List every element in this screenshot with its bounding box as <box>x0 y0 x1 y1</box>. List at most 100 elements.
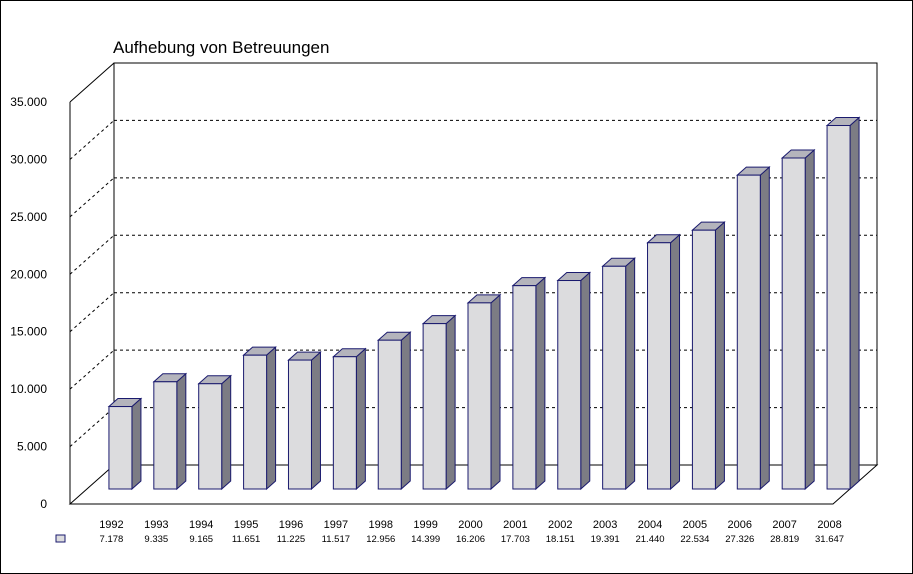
bar-side <box>580 271 591 491</box>
data-table-value: 11.651 <box>232 534 260 545</box>
x-tick-label: 2000 <box>458 519 482 531</box>
bar-side <box>355 347 366 491</box>
data-table-value: 21.440 <box>635 534 664 545</box>
data-table-value: 27.326 <box>725 534 754 545</box>
floor <box>68 464 879 505</box>
y-tick-label: 15.000 <box>10 325 47 339</box>
bar <box>646 233 681 491</box>
bar-front <box>691 229 716 490</box>
bar <box>780 148 816 491</box>
bar-front <box>602 265 627 490</box>
bar-side <box>310 350 321 491</box>
bar <box>242 346 277 491</box>
left-wall-top-edge <box>69 62 115 103</box>
bar-front <box>557 280 582 490</box>
bar <box>511 276 547 491</box>
y-tick-label: 20.000 <box>10 267 47 281</box>
bar-side <box>221 374 232 491</box>
bar-side <box>131 397 142 491</box>
bar-side <box>176 372 187 491</box>
bar <box>556 271 592 491</box>
y-tick-label: 0 <box>40 497 47 511</box>
bar-front <box>781 157 806 490</box>
x-tick-label: 1996 <box>279 519 303 531</box>
bar-front <box>332 356 357 490</box>
x-tick-label: 1993 <box>144 519 168 531</box>
x-tick-label: 2002 <box>548 519 572 531</box>
bar-front <box>647 242 672 490</box>
bar <box>376 331 412 491</box>
bar-front <box>826 125 851 490</box>
bar-side <box>759 166 770 491</box>
x-tick-label: 2004 <box>638 519 662 531</box>
x-tick-label: 2005 <box>683 519 707 531</box>
x-tick-label: 1994 <box>189 519 213 531</box>
x-tick-label: 2001 <box>503 519 527 531</box>
bar-front <box>467 302 492 490</box>
bar-front <box>512 285 537 490</box>
legend-key <box>55 534 66 543</box>
bar-front <box>736 174 761 490</box>
bar <box>601 257 636 491</box>
y-tick-label: 25.000 <box>10 210 47 224</box>
bar <box>332 347 367 491</box>
x-tick-label: 1999 <box>413 519 437 531</box>
data-table-value: 22.534 <box>680 534 709 545</box>
grid-line-diagonal <box>69 292 115 333</box>
y-tick-label: 10.000 <box>10 382 47 396</box>
x-axis: 1992 1993 1994 1995 1996 1997 1998 1999 2000 2001… <box>99 519 842 531</box>
x-tick-label: 1997 <box>324 519 348 531</box>
bar <box>466 293 502 491</box>
data-table-value: 7.178 <box>100 534 124 545</box>
data-table: 7.178 9.335 9.165 11.651 11.225 11.517 12.956 1… <box>55 534 844 545</box>
data-table-value: 12.956 <box>366 534 395 545</box>
grid-line-diagonal <box>69 407 115 447</box>
data-table-value: 28.819 <box>770 534 799 545</box>
chart-title: Aufhebung von Betreuungen <box>113 38 329 57</box>
bar-side <box>625 257 636 491</box>
data-table-value: 11.517 <box>322 534 350 545</box>
bar <box>421 314 457 491</box>
bar-side <box>490 293 501 491</box>
data-table-value: 18.151 <box>546 534 575 545</box>
bar-side <box>670 233 681 491</box>
bar <box>691 221 726 491</box>
y-axis: 0 5.000 10.000 15.000 20.000 25.000 30.000 35.0… <box>10 95 47 511</box>
grid-lines <box>69 119 877 447</box>
bar <box>287 350 322 491</box>
data-table-value: 9.335 <box>144 534 168 545</box>
bar <box>197 374 233 491</box>
bar-side <box>714 221 725 491</box>
bar <box>735 166 771 491</box>
x-tick-label: 1995 <box>234 519 258 531</box>
grid-line-diagonal <box>69 120 115 160</box>
bar-front <box>108 406 133 490</box>
bar-front <box>153 381 178 490</box>
bar <box>825 116 861 491</box>
grid-line-diagonal <box>69 349 115 390</box>
data-table-value: 19.391 <box>591 534 620 545</box>
y-tick-label: 35.000 <box>10 95 47 109</box>
bar-front <box>243 354 268 490</box>
bar-front <box>287 359 312 490</box>
x-tick-label: 2003 <box>593 519 617 531</box>
x-tick-label: 2006 <box>728 519 752 531</box>
x-tick-label: 2008 <box>817 519 841 531</box>
bar-side <box>535 276 546 491</box>
data-table-value: 14.399 <box>411 534 440 545</box>
bar <box>107 397 143 491</box>
y-tick-label: 5.000 <box>17 440 47 454</box>
x-tick-label: 2007 <box>772 519 796 531</box>
bar-front <box>422 323 447 490</box>
bar <box>152 372 188 491</box>
x-tick-label: 1998 <box>368 519 392 531</box>
data-table-value: 11.225 <box>277 534 305 545</box>
bar-side <box>804 148 815 491</box>
data-table-value: 9.165 <box>189 534 213 545</box>
bar-side <box>266 346 277 491</box>
grid-line-diagonal <box>69 234 115 275</box>
bar-side <box>445 314 456 491</box>
bar-side <box>400 331 411 491</box>
data-table-value: 16.206 <box>456 534 485 545</box>
